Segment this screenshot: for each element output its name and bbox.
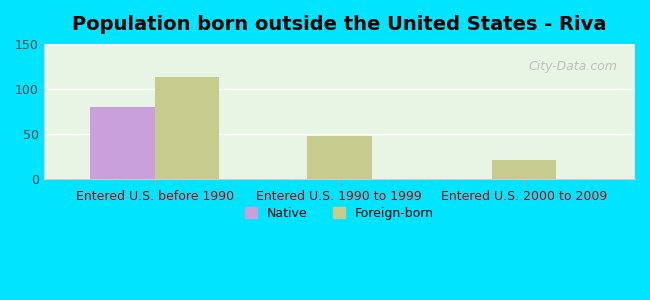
Text: City-Data.com: City-Data.com [528,60,618,73]
Legend: Native, Foreign-born: Native, Foreign-born [240,202,439,225]
Bar [90,107,155,179]
Bar [307,136,372,179]
Bar [155,77,219,179]
Bar [492,160,556,179]
Title: Population born outside the United States - Riva: Population born outside the United State… [72,15,606,34]
